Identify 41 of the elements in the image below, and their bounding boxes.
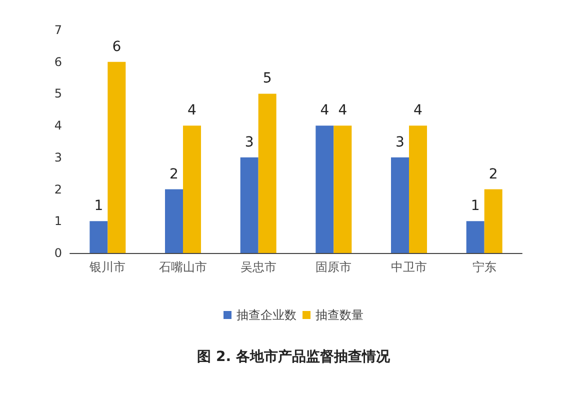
- bar: [334, 126, 352, 253]
- data-label: 1: [94, 198, 104, 214]
- bar: [108, 62, 126, 253]
- y-tick-label: 6: [54, 54, 62, 69]
- text: 图 2. 各地市产品监督抽查情况: [197, 348, 391, 365]
- x-tick-label: 宁东: [472, 260, 496, 274]
- data-label: 2: [488, 166, 498, 182]
- y-tick-label: 5: [54, 86, 62, 101]
- data-label: 1: [470, 198, 480, 214]
- x-tick-label: 吴忠市: [240, 260, 276, 274]
- bar: [258, 94, 276, 253]
- legend-label: 抽查数量: [316, 308, 364, 322]
- data-label: 3: [396, 134, 404, 150]
- y-tick-label: 7: [54, 23, 62, 37]
- bar: [183, 126, 201, 253]
- data-label: 3: [244, 134, 254, 150]
- x-tick-label: 银川市: [88, 260, 126, 274]
- bar: [240, 157, 258, 253]
- data-label: 5: [262, 70, 272, 87]
- data-label: 2: [170, 166, 178, 182]
- bar: [165, 189, 183, 253]
- data-label: 4: [188, 102, 197, 119]
- bar: [409, 126, 427, 253]
- data-label: 4: [320, 102, 330, 119]
- legend-label: 抽查企业数: [236, 308, 296, 322]
- bar: [316, 126, 334, 253]
- bar: [391, 157, 409, 253]
- x-tick-label: 中卫市: [391, 260, 427, 274]
- y-tick-label: 0: [54, 246, 62, 260]
- data-label: 4: [414, 102, 423, 119]
- bar: [466, 221, 484, 253]
- x-tick-label: 固原市: [316, 260, 352, 274]
- y-tick-label: 4: [54, 118, 62, 133]
- bar: [90, 221, 108, 253]
- data-label: 6: [112, 38, 122, 55]
- y-tick-label: 1: [54, 214, 62, 228]
- x-tick-label: 石嘴山市: [159, 260, 207, 274]
- y-tick-label: 2: [54, 182, 62, 196]
- y-tick-label: 3: [54, 150, 62, 164]
- bar: [484, 189, 502, 253]
- data-label: 4: [338, 102, 348, 119]
